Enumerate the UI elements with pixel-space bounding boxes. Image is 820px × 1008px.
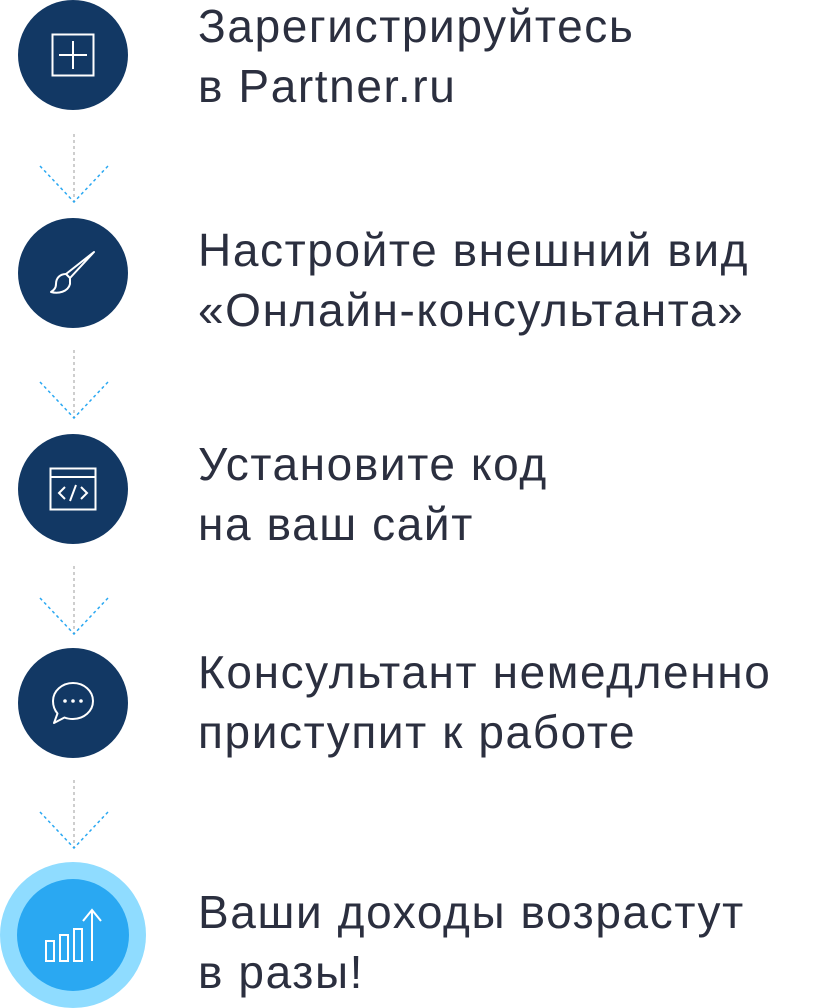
step-line-1: Ваши доходы возрастут: [198, 886, 745, 938]
step-text-consultant-starts: Консультант немедленно приступит к работ…: [198, 642, 771, 762]
customize-step-icon-circle: [18, 218, 128, 328]
connector-arrow: [38, 350, 110, 422]
step-text-income-growth: Ваши доходы возрастут в разы!: [198, 882, 745, 1002]
connector-arrow: [38, 134, 110, 206]
step-line-2: приступит к работе: [198, 706, 637, 758]
step-line-1: Установите код: [198, 438, 548, 490]
brush-icon: [46, 246, 100, 300]
plus-square-icon: [51, 33, 95, 77]
install-step-icon-circle: [18, 434, 128, 544]
step-line-2: на ваш сайт: [198, 498, 474, 550]
step-line-1: Настройте внешний вид: [198, 224, 750, 276]
step-text-install-code: Установите код на ваш сайт: [198, 434, 548, 554]
connector-arrow: [38, 780, 110, 852]
step-text-register: Зарегистрируйтесь в Partner.ru: [198, 0, 634, 116]
chat-bubble-icon: [49, 679, 97, 727]
step-text-customize: Настройте внешний вид «Онлайн-консультан…: [198, 220, 749, 340]
step-line-2: «Онлайн-консультанта»: [198, 284, 745, 336]
step-line-2: в Partner.ru: [198, 60, 457, 112]
code-window-icon: [49, 467, 97, 511]
step-line-2: в разы!: [198, 946, 365, 998]
step-line-1: Зарегистрируйтесь: [198, 0, 635, 52]
income-step-inner-circle: [17, 879, 129, 991]
growth-chart-icon: [44, 905, 102, 965]
step-line-1: Консультант немедленно: [198, 646, 772, 698]
register-step-icon-circle: [18, 0, 128, 110]
connector-arrow: [38, 566, 110, 638]
income-step-icon-circle: [0, 862, 146, 1008]
consultant-step-icon-circle: [18, 648, 128, 758]
